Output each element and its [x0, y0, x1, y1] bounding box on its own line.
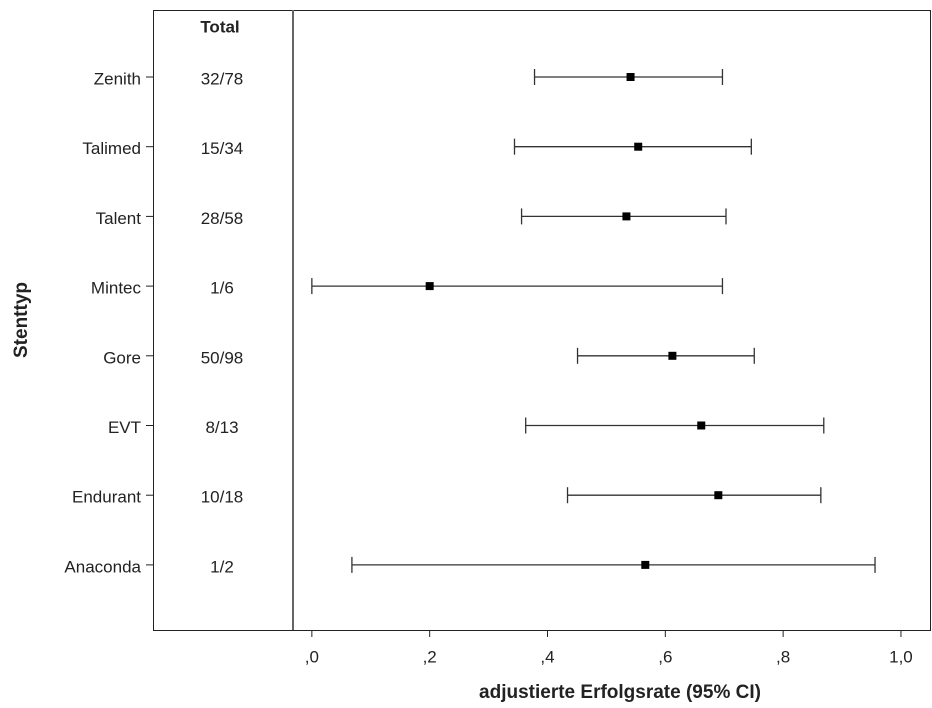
x-tick-label: ,2	[423, 647, 437, 666]
total-value: 8/13	[205, 418, 238, 437]
total-value: 15/34	[201, 139, 244, 158]
point-estimate	[626, 73, 635, 81]
x-axis-label: adjustierte Erfolgsrate (95% CI)	[479, 682, 761, 703]
y-tick-label: Mintec	[91, 279, 142, 298]
total-header: Total	[200, 17, 239, 36]
y-tick-label: EVT	[108, 418, 141, 437]
point-estimate	[697, 421, 706, 430]
y-tick-label: Gore	[103, 348, 141, 367]
y-tick-label: Talent	[96, 209, 142, 228]
plot-frame	[153, 10, 931, 631]
y-tick-label: Anaconda	[64, 557, 141, 576]
total-value: 32/78	[201, 69, 244, 88]
x-tick-label: ,0	[305, 647, 319, 666]
y-tick-label: Zenith	[94, 69, 141, 88]
point-estimate	[714, 491, 723, 500]
y-axis-label: Stenttyp	[11, 282, 32, 358]
x-tick-label: ,4	[540, 647, 554, 666]
total-value: 1/6	[210, 279, 234, 298]
total-value: 50/98	[201, 348, 244, 367]
point-estimate	[641, 560, 650, 569]
point-estimate	[668, 351, 677, 360]
total-value: 1/2	[210, 557, 234, 576]
total-value: 28/58	[201, 209, 244, 228]
point-estimate	[425, 282, 434, 291]
y-tick-label: Endurant	[72, 488, 141, 507]
y-tick-label: Talimed	[82, 139, 141, 158]
point-estimate	[622, 212, 631, 221]
x-tick-label: ,6	[658, 647, 672, 666]
x-tick-label: ,8	[776, 647, 790, 666]
point-estimate	[634, 142, 643, 151]
x-tick-label: 1,0	[889, 647, 913, 666]
total-value: 10/18	[201, 488, 244, 507]
